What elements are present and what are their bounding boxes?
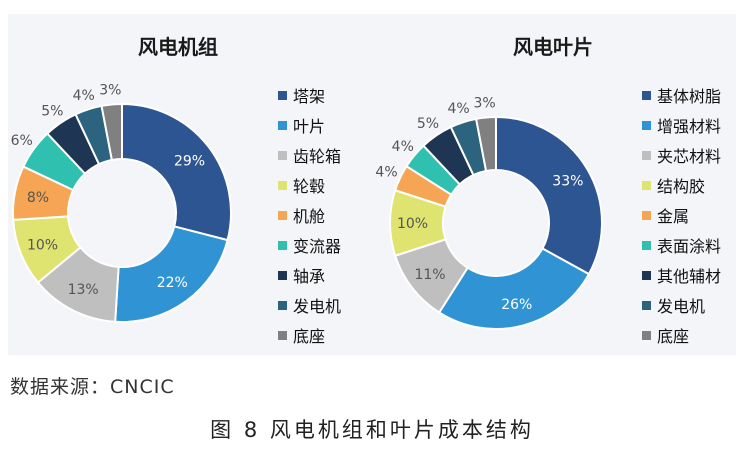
- slice-percent-label: 5%: [41, 103, 63, 119]
- donut-slice: [474, 115, 497, 173]
- legend-swatch: [642, 271, 651, 280]
- legend-item-label: 结构胶: [657, 177, 705, 196]
- donut-slice: [495, 115, 603, 276]
- slice-percent-label: 3%: [99, 83, 121, 99]
- legend-item-label: 机舱: [293, 207, 325, 226]
- figure-caption: 图 8 风电机组和叶片成本结构: [210, 418, 534, 442]
- donut-slice: [437, 247, 591, 330]
- legend-item-label: 其他辅材: [657, 267, 721, 286]
- slice-percent-label: 26%: [501, 297, 532, 313]
- legend-item-label: 轮毂: [293, 177, 325, 196]
- slice-percent-label: 13%: [68, 282, 99, 298]
- legend-item-label: 齿轮箱: [293, 147, 341, 166]
- legend-swatch: [278, 181, 287, 190]
- legend-swatch: [278, 271, 287, 280]
- legend-item-label: 叶片: [293, 117, 325, 136]
- legend-swatch: [278, 211, 287, 220]
- figure-svg: 风电机组 29%22%13%10%8%6%5%4% 3% 塔架叶片齿轮箱轮毂机舱变…: [11, 35, 721, 346]
- legend-item-label: 发电机: [293, 297, 341, 316]
- slice-percent-label: 10%: [397, 216, 428, 232]
- slices: [389, 115, 603, 330]
- slice-labels: 29% 22% 13% 10% 8% 6% 5% 4% 3%: [11, 83, 206, 299]
- slice-percent-label: 4%: [73, 88, 95, 104]
- slice-percent-label: 11%: [414, 267, 445, 283]
- chart-title: 风电机组: [138, 35, 218, 59]
- legend-item-label: 变流器: [293, 237, 341, 256]
- legend-swatch: [642, 211, 651, 220]
- legend-swatch: [642, 121, 651, 130]
- slice-percent-label: 5%: [417, 116, 439, 132]
- blade-cost-chart: 风电叶片 33%26%11%10%4%4%5%4% 3% 基体树脂增强材料夹芯材料…: [375, 35, 721, 346]
- slice-percent-label: 4%: [392, 139, 414, 155]
- slice-percent-label: 33%: [552, 173, 583, 189]
- slice-labels: 33%26%11%10%4%4%5%4% 3%: [375, 96, 583, 313]
- legend-swatch: [278, 121, 287, 130]
- legend-swatch: [642, 241, 651, 250]
- slice-percent-label: 8%: [27, 190, 49, 206]
- legend-item-label: 底座: [293, 327, 325, 346]
- legend-item-label: 轴承: [293, 267, 325, 286]
- legend-swatch: [642, 331, 651, 340]
- legend-swatch: [642, 301, 651, 310]
- legend-swatch: [642, 91, 651, 100]
- legend-swatch: [278, 151, 287, 160]
- legend-swatch: [278, 331, 287, 340]
- legend-swatch: [278, 301, 287, 310]
- legend-swatch: [278, 241, 287, 250]
- legend-item-label: 夹芯材料: [657, 147, 721, 166]
- slice-percent-label: 22%: [157, 275, 188, 291]
- legend-item-label: 发电机: [657, 297, 705, 316]
- legend-item-label: 基体树脂: [657, 87, 721, 106]
- donut-slice: [121, 102, 232, 242]
- source-note: 数据来源：CNCIC: [10, 376, 175, 398]
- slice-percent-label: 6%: [11, 133, 33, 149]
- legend-item-label: 底座: [657, 327, 689, 346]
- slice-percent-label: 4%: [447, 101, 469, 117]
- legend-swatch: [278, 91, 287, 100]
- figure-panel: 风电机组 29% 22% 13% 10% 8% 6% 5% 4% 3% 塔架 叶片 齿轮箱 轮毂 机舱变…: [8, 14, 736, 355]
- legend-swatch: [642, 181, 651, 190]
- slice-percent-label: 4%: [375, 164, 397, 180]
- slice-percent-label: 3%: [474, 96, 496, 112]
- legend-item-label: 增强材料: [657, 117, 721, 136]
- legend-swatch: [642, 151, 651, 160]
- legend-item-label: 金属: [657, 207, 689, 226]
- donut-slice: [114, 225, 229, 323]
- donut-slice: [100, 102, 123, 162]
- legend-item-label: 塔架: [293, 87, 325, 106]
- slice-percent-label: 29%: [174, 154, 205, 170]
- chart-title: 风电叶片: [513, 35, 593, 59]
- turbine-cost-chart: 风电机组 29% 22% 13% 10% 8% 6% 5% 4% 3% 塔架叶片齿轮箱轮毂机舱变…: [11, 35, 341, 346]
- slices: [12, 102, 232, 323]
- legend-item-label: 表面涂料: [657, 237, 721, 256]
- slice-percent-label: 10%: [27, 237, 58, 253]
